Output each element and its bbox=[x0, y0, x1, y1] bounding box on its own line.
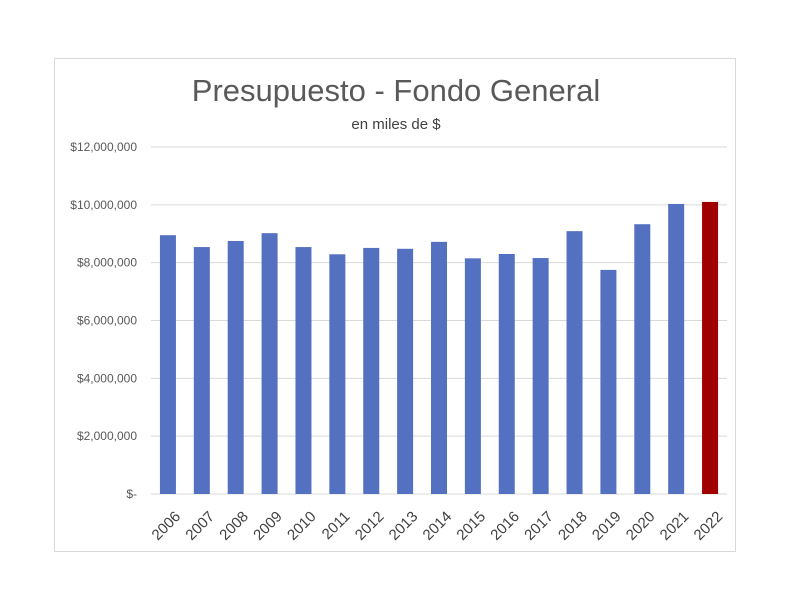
x-tick-label: 2008 bbox=[216, 508, 252, 544]
bar-2012 bbox=[363, 247, 380, 494]
bar-chart: Presupuesto - Fondo General en miles de … bbox=[70, 73, 727, 544]
chart-subtitle: en miles de $ bbox=[351, 116, 441, 133]
x-tick-label: 2010 bbox=[284, 508, 320, 544]
bar-2007 bbox=[193, 247, 210, 494]
bar-2010 bbox=[295, 247, 312, 494]
x-tick-label: 2011 bbox=[319, 508, 354, 543]
x-tick-label: 2013 bbox=[386, 508, 422, 544]
bar-2022 bbox=[702, 201, 719, 495]
y-tick-label: $12,000,000 bbox=[70, 140, 137, 154]
bar-2011 bbox=[329, 254, 346, 494]
y-tick-label: $- bbox=[126, 487, 137, 501]
y-tick-label: $2,000,000 bbox=[77, 429, 137, 443]
bar-2019 bbox=[600, 269, 617, 494]
bar-2018 bbox=[566, 231, 583, 494]
bar-2014 bbox=[431, 241, 447, 494]
bar-2006 bbox=[159, 235, 176, 494]
bar-2015 bbox=[464, 258, 481, 494]
x-tick-label: 2006 bbox=[149, 508, 185, 544]
y-tick-label: $8,000,000 bbox=[77, 256, 137, 270]
bar-2008 bbox=[227, 240, 244, 494]
y-tick-label: $4,000,000 bbox=[77, 371, 137, 385]
x-tick-label: 2015 bbox=[453, 508, 489, 544]
x-tick-label: 2022 bbox=[691, 508, 727, 544]
y-tick-label: $10,000,000 bbox=[70, 198, 137, 212]
x-tick-label: 2016 bbox=[487, 508, 523, 544]
y-tick-label: $6,000,000 bbox=[77, 314, 137, 328]
chart-frame: Presupuesto - Fondo General en miles de … bbox=[54, 58, 736, 552]
x-tick-label: 2020 bbox=[623, 508, 659, 544]
bar-2020 bbox=[634, 224, 651, 494]
y-axis-ticks: $- $2,000,000 $4,000,000 $6,000,000 $8,000,0… bbox=[70, 140, 137, 501]
x-tick-label: 2018 bbox=[555, 508, 591, 544]
x-tick-label: 2007 bbox=[182, 508, 218, 544]
bar-2017 bbox=[532, 258, 549, 494]
chart-title: Presupuesto - Fondo General bbox=[192, 73, 600, 108]
x-tick-label: 2012 bbox=[352, 508, 388, 544]
x-tick-label: 2009 bbox=[250, 508, 286, 544]
x-tick-label: 2014 bbox=[420, 508, 456, 544]
x-tick-label: 2017 bbox=[521, 508, 557, 544]
bar-2009 bbox=[261, 233, 278, 494]
x-tick-label: 2021 bbox=[657, 508, 693, 544]
bars bbox=[159, 201, 719, 495]
bar-2013 bbox=[397, 248, 414, 494]
x-tick-label: 2019 bbox=[589, 508, 625, 544]
bar-2016 bbox=[498, 253, 515, 494]
bar-2021 bbox=[668, 203, 685, 495]
